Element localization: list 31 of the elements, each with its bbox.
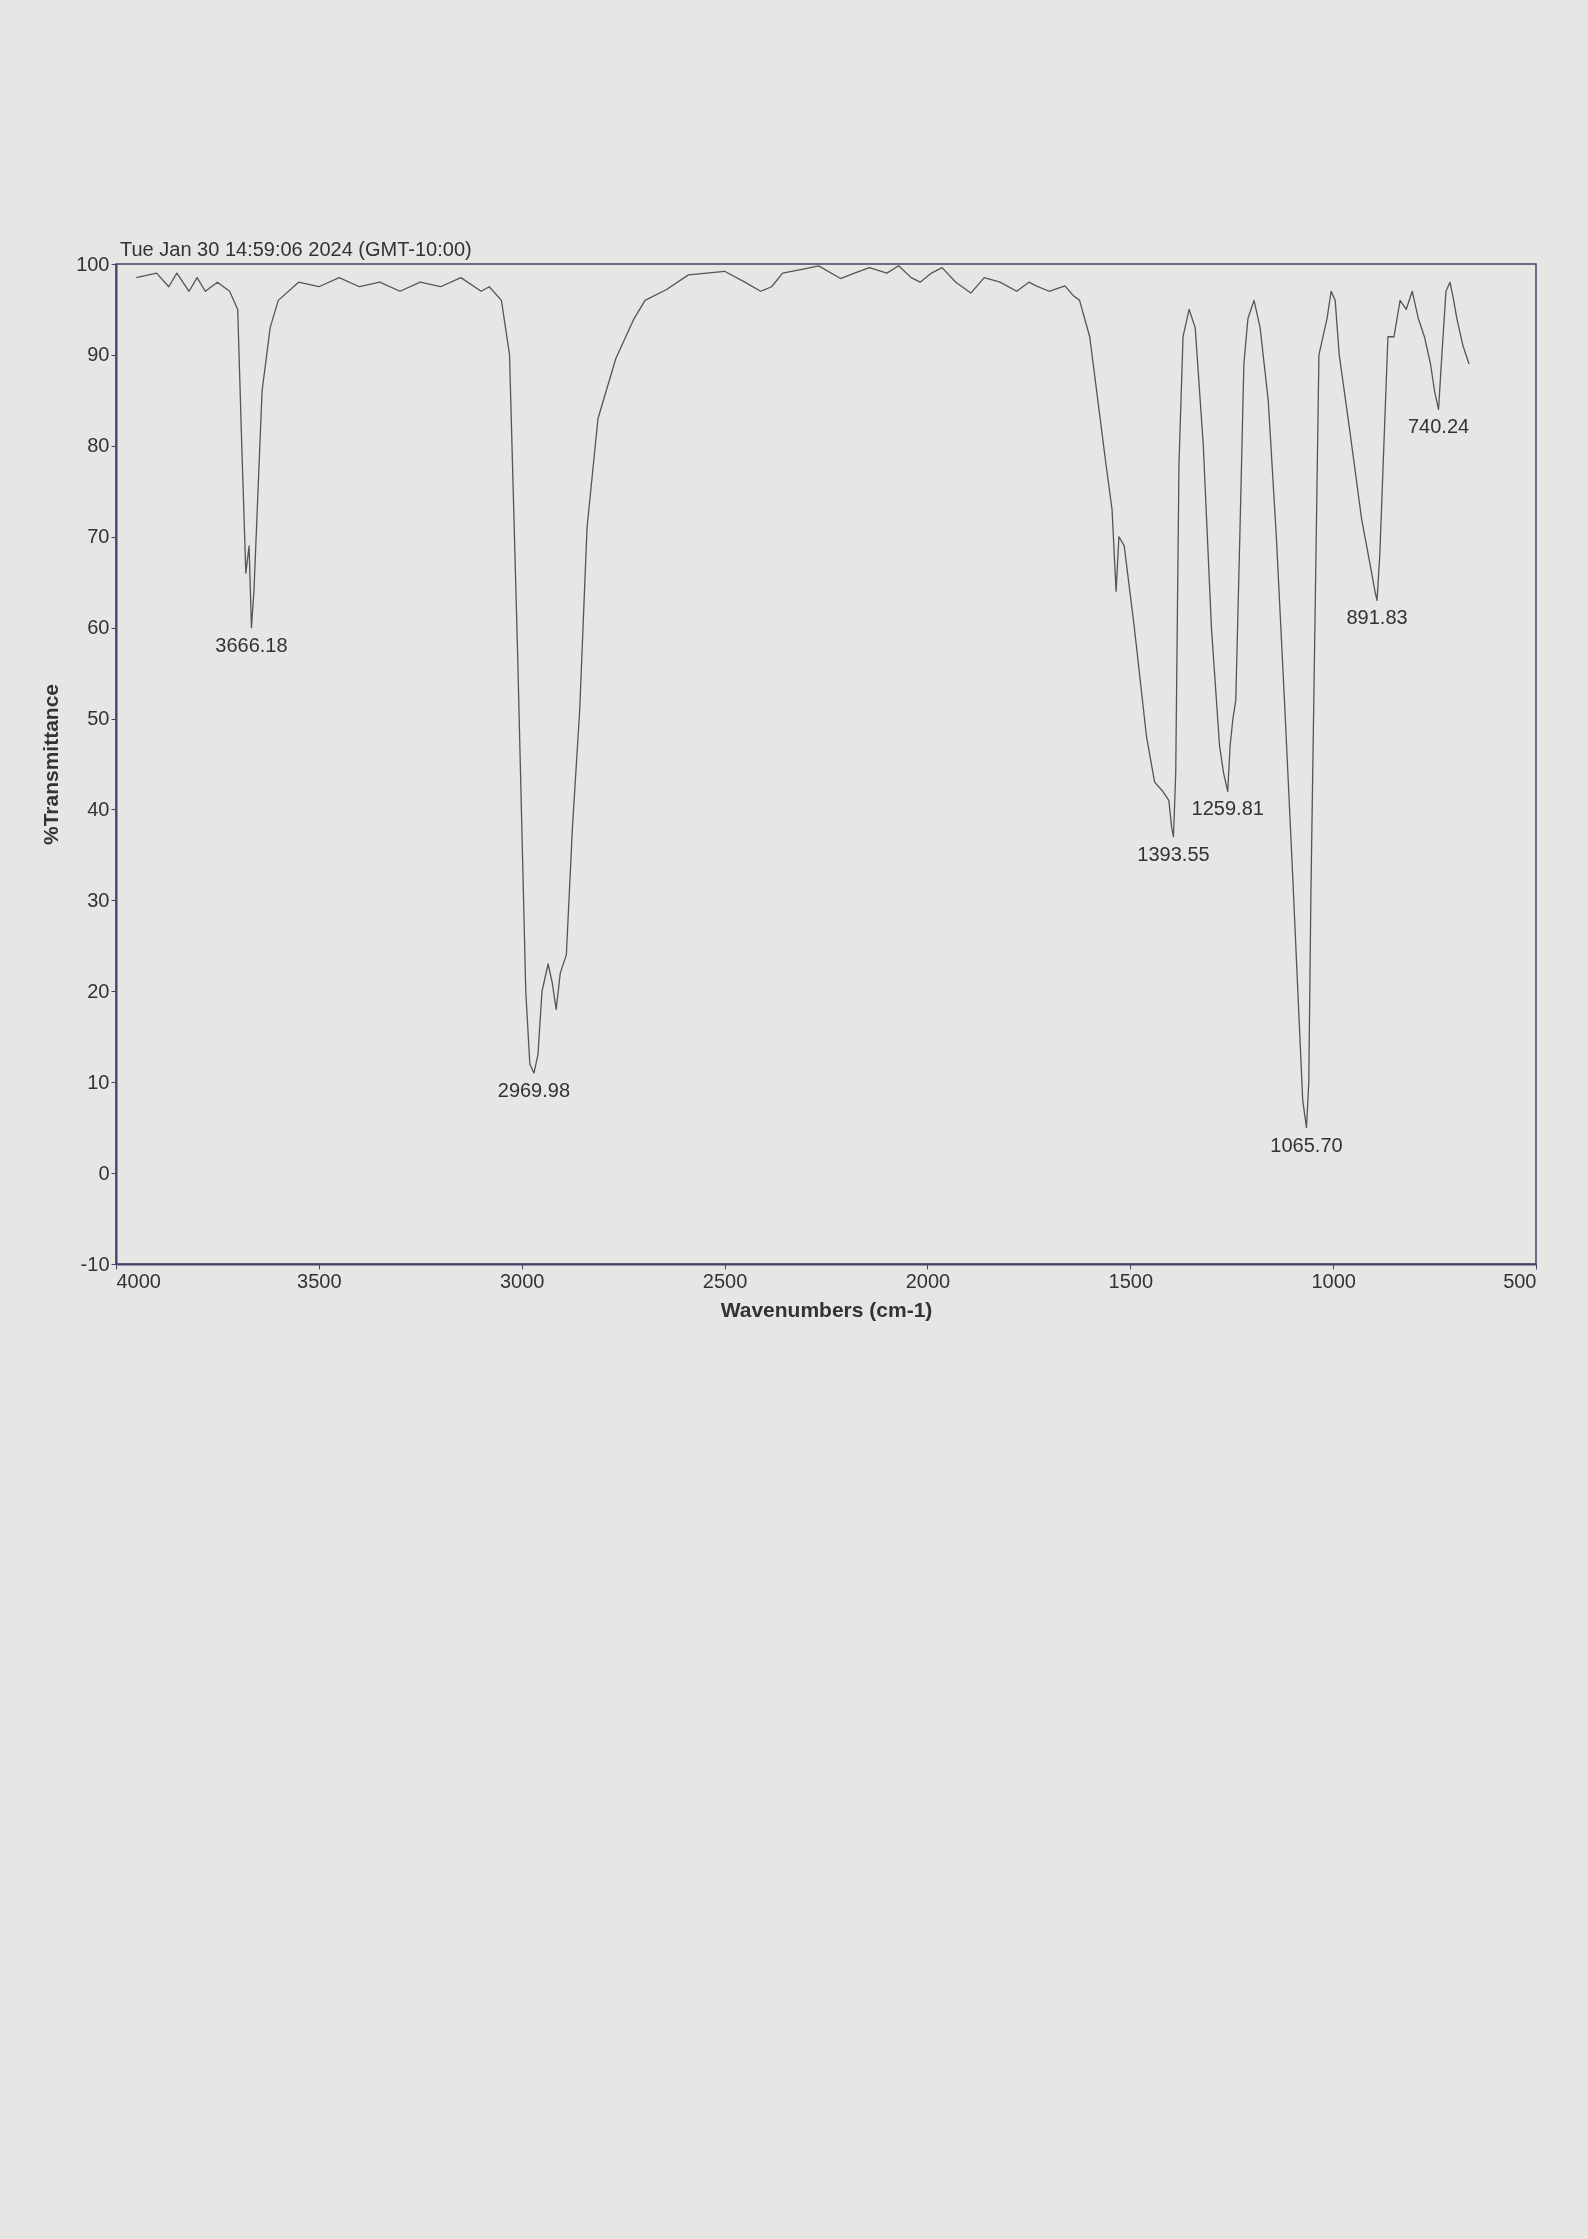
- y-tick-label: 100: [76, 252, 110, 275]
- y-tick-label: 70: [87, 525, 110, 548]
- x-axis-title: Wavenumbers (cm-1): [720, 1297, 933, 1321]
- x-tick-label: 3500: [297, 1269, 342, 1292]
- line-series: [135, 265, 1470, 1129]
- annotation: 1065.70: [1270, 1133, 1343, 1156]
- annotation: 740.24: [1407, 415, 1470, 438]
- y-tick-label: 90: [87, 343, 110, 366]
- x-tick-label: 500: [1503, 1269, 1537, 1292]
- y-tick-label: 40: [87, 797, 110, 820]
- x-tick-label: 4000: [116, 1269, 161, 1292]
- y-tick-label: 30: [87, 888, 110, 911]
- annotation: 2969.98: [497, 1079, 571, 1102]
- y-axis-title: %Transmittance: [39, 683, 63, 846]
- y-tick-label: 10: [87, 1070, 110, 1093]
- annotation: 1393.55: [1137, 842, 1210, 865]
- y-tick-label: 20: [87, 979, 110, 1002]
- x-tick-label: 2000: [905, 1269, 951, 1292]
- annotation: 3666.18: [215, 633, 288, 656]
- y-tick-label: -10: [80, 1252, 110, 1275]
- text: Tue Jan 30 14:59:06 2024 (GMT-10:00): [120, 238, 472, 260]
- x-tick-label: 1500: [1108, 1269, 1154, 1292]
- x-tick-label: 2500: [702, 1269, 748, 1292]
- y-tick-label: 80: [87, 434, 110, 457]
- annotation: 1259.81: [1191, 797, 1264, 820]
- x-tick-label: 3000: [499, 1269, 545, 1292]
- annotation: 891.83: [1346, 606, 1408, 629]
- y-tick-label: 50: [87, 707, 110, 730]
- y-tick-label: 60: [87, 616, 110, 639]
- y-tick-label: 0: [98, 1161, 110, 1184]
- x-tick-label: 1000: [1311, 1269, 1356, 1292]
